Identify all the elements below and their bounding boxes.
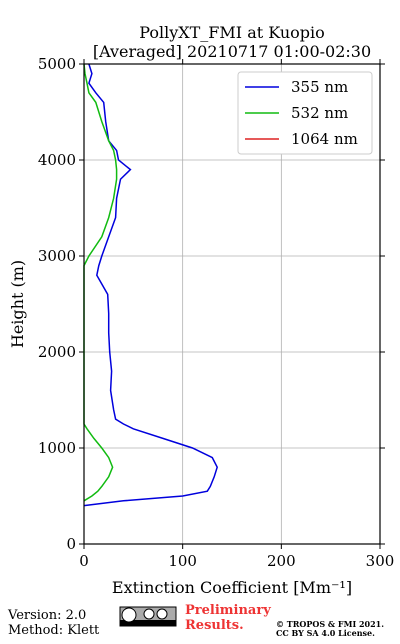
chart-subtitle: [Averaged] 20210717 01:00-02:30: [93, 42, 371, 61]
plot-frame: [83, 63, 381, 545]
license: CC BY SA 4.0 License.: [276, 628, 375, 638]
x-tick-label: 300: [366, 552, 395, 570]
line: [83, 63, 219, 507]
cc-icon: [119, 606, 177, 627]
x-tick-label: 0: [79, 552, 89, 570]
y-tick-label: 3000: [38, 247, 76, 265]
x-axis-label: Extinction Coefficient [Mm⁻¹]: [112, 578, 352, 597]
legend-label: 1064 nm: [291, 130, 358, 148]
preliminary-line-1: Preliminary Results.: [185, 603, 271, 633]
legend-box: [237, 71, 373, 155]
legend-label: 532 nm: [291, 104, 348, 122]
y-tick-label: 4000: [38, 151, 76, 169]
y-tick-label: 0: [66, 535, 76, 553]
x-tick-label: 100: [168, 552, 197, 570]
method: Method: Klett: [8, 623, 100, 638]
version: Version: 2.0: [7, 608, 86, 623]
y-axis-label: Height (m): [8, 260, 27, 348]
y-tick-label: 5000: [38, 55, 76, 73]
y-tick-label: 2000: [38, 343, 76, 361]
x-tick-label: 200: [267, 552, 296, 570]
y-tick-label: 1000: [38, 439, 76, 457]
chart-title: PollyXT_FMI at Kuopio: [139, 23, 325, 42]
legend-label: 355 nm: [291, 78, 348, 96]
copyright: © TROPOS & FMI 2021.: [276, 619, 384, 629]
